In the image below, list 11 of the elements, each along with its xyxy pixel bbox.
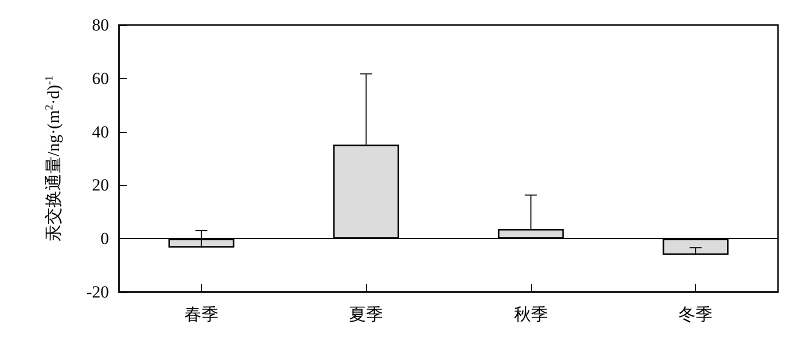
x-tick-label: 秋季 (514, 305, 548, 324)
y-tick-label: 60 (92, 68, 109, 88)
y-tick-label: -20 (86, 282, 109, 302)
y-axis-title: 汞交换通量/ng·(m2·d)-1 (44, 76, 63, 242)
y-tick-label: 20 (92, 176, 109, 195)
y-tick-label: 0 (100, 229, 109, 248)
y-tick-label: 80 (92, 16, 109, 34)
x-tick-label: 春季 (184, 305, 218, 324)
y-tick-label: 40 (92, 122, 109, 142)
x-tick-label: 冬季 (678, 305, 713, 324)
x-tick-label: 夏季 (349, 305, 384, 324)
